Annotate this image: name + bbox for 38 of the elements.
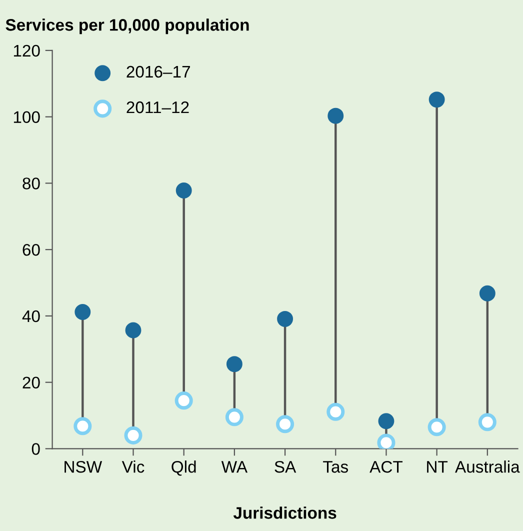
point xyxy=(277,310,294,327)
x-tick-label: SA xyxy=(274,460,296,473)
x-axis-title: Jurisdictions xyxy=(233,506,336,519)
legend-label: 2011–12 xyxy=(126,101,189,114)
point xyxy=(326,402,345,421)
point xyxy=(176,182,192,198)
y-tick-label: 60 xyxy=(22,244,40,256)
chart-title: Services per 10,000 population xyxy=(6,18,249,34)
x-tick-label: NSW xyxy=(64,460,102,473)
point xyxy=(125,322,142,338)
point xyxy=(225,408,244,426)
point xyxy=(479,285,496,302)
point xyxy=(428,92,445,108)
y-tick-label: 40 xyxy=(22,310,40,322)
point xyxy=(74,417,92,436)
y-tick-label: 100 xyxy=(14,111,40,124)
point xyxy=(377,434,396,449)
legend-label: 2016–17 xyxy=(126,66,190,78)
point xyxy=(478,413,496,432)
point xyxy=(226,356,242,372)
y-tick-label: 0 xyxy=(32,443,40,455)
x-tick-label: NT xyxy=(427,461,448,473)
x-tick-label: Qld xyxy=(172,460,196,476)
x-tick-label: Vic xyxy=(122,460,144,473)
y-tick-label: 20 xyxy=(22,376,40,389)
x-tick-label: Australia xyxy=(455,460,520,473)
point xyxy=(174,392,193,410)
point xyxy=(276,415,294,434)
y-tick-label: 80 xyxy=(22,178,40,190)
point xyxy=(124,426,142,444)
point xyxy=(74,304,91,320)
x-tick-label: ACT xyxy=(370,460,403,473)
point xyxy=(428,418,446,436)
point xyxy=(378,413,394,430)
y-tick-label: 120 xyxy=(14,44,40,57)
point xyxy=(328,108,344,124)
x-tick-label: Tas xyxy=(323,461,348,473)
x-tick-label: WA xyxy=(221,461,248,473)
